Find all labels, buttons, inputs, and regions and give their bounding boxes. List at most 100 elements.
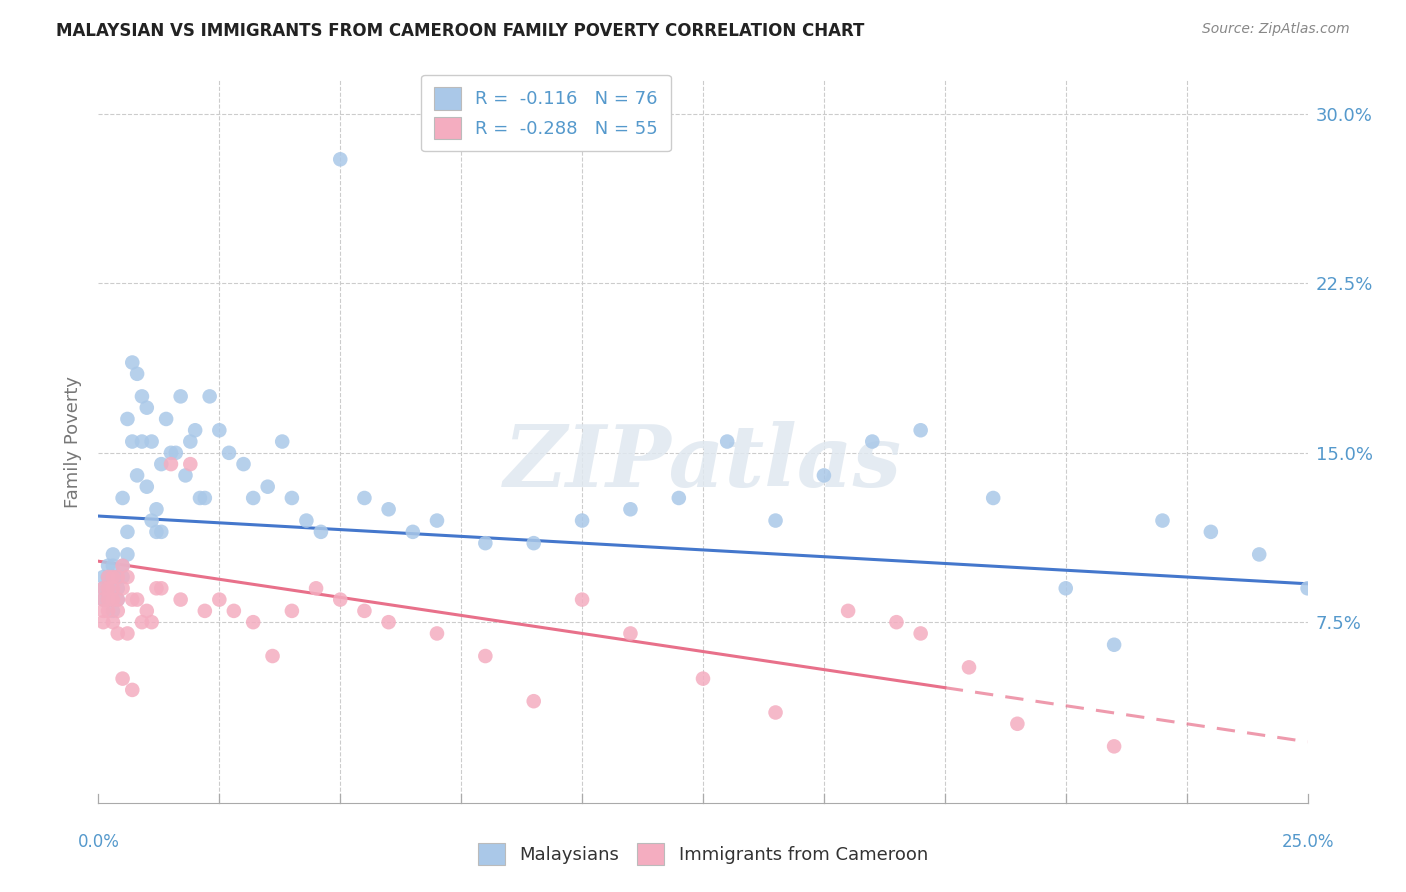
- Point: [1007, 716, 1029, 731]
- Point: [117, 626, 139, 640]
- Point: [222, 604, 245, 618]
- Point: [97, 592, 120, 607]
- Legend: Malaysians, Immigrants from Cameroon: Malaysians, Immigrants from Cameroon: [468, 834, 938, 874]
- Point: [1199, 524, 1222, 539]
- Point: [262, 648, 284, 663]
- Point: [179, 457, 201, 471]
- Point: [97, 570, 120, 584]
- Point: [117, 548, 139, 562]
- Text: 25.0%: 25.0%: [1281, 833, 1334, 851]
- Point: [765, 706, 787, 720]
- Point: [426, 514, 449, 528]
- Text: ZIPatlas: ZIPatlas: [503, 421, 903, 505]
- Point: [91, 570, 114, 584]
- Point: [150, 582, 173, 596]
- Point: [111, 570, 134, 584]
- Point: [145, 582, 167, 596]
- Text: 0.0%: 0.0%: [77, 833, 120, 851]
- Point: [426, 626, 449, 640]
- Point: [179, 434, 201, 449]
- Point: [981, 491, 1004, 505]
- Point: [256, 480, 278, 494]
- Point: [127, 592, 149, 607]
- Point: [619, 626, 641, 640]
- Point: [184, 423, 207, 437]
- Legend: R =  -0.116   N = 76, R =  -0.288   N = 55: R = -0.116 N = 76, R = -0.288 N = 55: [420, 75, 671, 152]
- Point: [101, 582, 124, 596]
- Point: [107, 582, 129, 596]
- Point: [765, 514, 787, 528]
- Point: [860, 434, 883, 449]
- Point: [305, 582, 328, 596]
- Point: [97, 582, 120, 596]
- Point: [910, 626, 932, 640]
- Point: [309, 524, 332, 539]
- Point: [813, 468, 835, 483]
- Point: [232, 457, 254, 471]
- Point: [101, 592, 124, 607]
- Point: [107, 604, 129, 618]
- Point: [1102, 638, 1125, 652]
- Point: [571, 514, 593, 528]
- Point: [101, 615, 124, 630]
- Point: [1102, 739, 1125, 754]
- Point: [101, 570, 124, 584]
- Point: [111, 491, 134, 505]
- Point: [716, 434, 738, 449]
- Point: [886, 615, 908, 630]
- Y-axis label: Family Poverty: Family Poverty: [65, 376, 83, 508]
- Point: [150, 457, 173, 471]
- Point: [1249, 548, 1271, 562]
- Point: [837, 604, 859, 618]
- Point: [160, 457, 183, 471]
- Point: [571, 592, 593, 607]
- Point: [668, 491, 690, 505]
- Point: [692, 672, 714, 686]
- Point: [194, 604, 217, 618]
- Point: [145, 524, 167, 539]
- Point: [121, 434, 143, 449]
- Point: [131, 389, 153, 403]
- Point: [107, 592, 129, 607]
- Point: [242, 491, 264, 505]
- Point: [150, 524, 173, 539]
- Point: [107, 626, 129, 640]
- Text: MALAYSIAN VS IMMIGRANTS FROM CAMEROON FAMILY POVERTY CORRELATION CHART: MALAYSIAN VS IMMIGRANTS FROM CAMEROON FA…: [56, 22, 865, 40]
- Point: [97, 570, 120, 584]
- Point: [141, 615, 163, 630]
- Point: [101, 548, 124, 562]
- Point: [198, 389, 221, 403]
- Point: [523, 694, 546, 708]
- Point: [91, 592, 114, 607]
- Point: [165, 446, 187, 460]
- Point: [97, 604, 120, 618]
- Point: [121, 682, 143, 697]
- Point: [131, 615, 153, 630]
- Point: [97, 592, 120, 607]
- Point: [111, 672, 134, 686]
- Point: [271, 434, 294, 449]
- Point: [135, 401, 157, 415]
- Point: [329, 153, 352, 167]
- Point: [242, 615, 264, 630]
- Point: [353, 491, 375, 505]
- Point: [208, 423, 231, 437]
- Point: [101, 604, 124, 618]
- Point: [111, 558, 134, 573]
- Point: [474, 536, 496, 550]
- Point: [169, 389, 191, 403]
- Point: [117, 412, 139, 426]
- Point: [619, 502, 641, 516]
- Point: [377, 615, 399, 630]
- Point: [97, 558, 120, 573]
- Point: [377, 502, 399, 516]
- Point: [160, 446, 183, 460]
- Point: [91, 615, 114, 630]
- Point: [111, 558, 134, 573]
- Point: [1296, 582, 1319, 596]
- Point: [174, 468, 197, 483]
- Point: [127, 367, 149, 381]
- Point: [1054, 582, 1077, 596]
- Point: [145, 502, 167, 516]
- Point: [208, 592, 231, 607]
